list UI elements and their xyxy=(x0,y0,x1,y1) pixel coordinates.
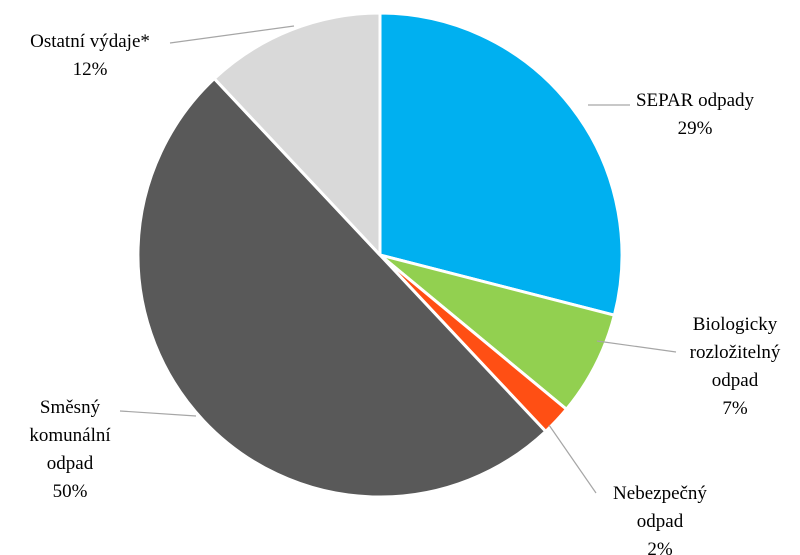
pie-slice xyxy=(212,11,382,257)
pie-slice xyxy=(378,11,624,317)
percent-label: 50% xyxy=(52,481,88,502)
percent-label: 12% xyxy=(72,59,108,80)
category-name: Biologicky rozložitelný odpad xyxy=(689,314,781,391)
category-name: Směsný komunální odpad xyxy=(29,397,111,474)
percent-label: 2% xyxy=(647,539,673,555)
category-name: SEPAR odpady xyxy=(635,90,755,111)
category-name: Ostatní výdaje* xyxy=(30,31,150,52)
pie-slice xyxy=(136,77,548,499)
leader-line xyxy=(548,424,597,494)
slice-label: Ostatní výdaje* 12% xyxy=(0,28,190,84)
slice-label: Nebezpečný odpad 2% xyxy=(600,480,720,555)
leader-line xyxy=(119,410,197,417)
leader-line xyxy=(596,340,677,353)
leader-line xyxy=(169,25,295,44)
pie-slice xyxy=(378,253,616,411)
slice-label: Směsný komunální odpad 50% xyxy=(20,394,120,506)
category-name: Nebezpečný odpad xyxy=(613,483,707,532)
slice-label: SEPAR odpady 29% xyxy=(595,87,795,143)
percent-label: 29% xyxy=(677,118,713,139)
percent-label: 7% xyxy=(722,398,748,419)
slice-label: Biologicky rozložitelný odpad 7% xyxy=(668,311,800,423)
